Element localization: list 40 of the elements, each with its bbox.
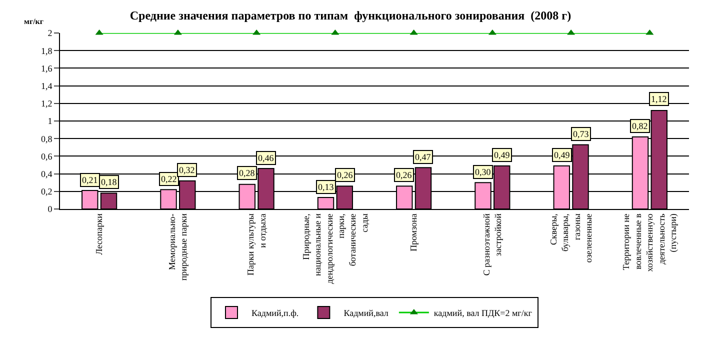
legend-label: Кадмий,вал — [344, 308, 389, 318]
data-label: 0,49 — [494, 150, 510, 160]
x-tick-label: Лесопарки — [94, 213, 104, 255]
data-label: 0,13 — [318, 182, 334, 192]
y-tick-label: 0,2 — [40, 186, 52, 197]
x-tick-label: Скверы, бульвары, газоны озелененные — [548, 214, 594, 263]
data-label: 0,82 — [632, 121, 648, 131]
x-tick-label: Природные, национальные и дендрологические парки, ботанические сады — [300, 213, 370, 284]
data-label: 0,49 — [554, 150, 570, 160]
data-label: 0,73 — [573, 129, 590, 139]
data-label: 1,12 — [651, 94, 667, 104]
chart-title: Средние значения параметров по типам функционального зонирования (2008 г) — [130, 8, 572, 22]
data-label: 0,47 — [415, 152, 432, 162]
y-tick-label: 2 — [48, 28, 52, 38]
y-tick-label: 1,8 — [40, 46, 53, 56]
data-label: 0,26 — [396, 170, 412, 180]
y-tick-label: 1,4 — [40, 80, 53, 91]
legend-label: Кадмий,п.ф. — [252, 308, 299, 318]
y-tick-label: 0,4 — [40, 168, 53, 179]
y-tick-label: 0,8 — [40, 134, 53, 144]
legend-label: кадмий, вал ПДК=2 мг/кг — [434, 308, 532, 318]
data-label: 0,26 — [337, 170, 354, 180]
data-label: 0,30 — [475, 167, 492, 177]
data-label: 0,18 — [101, 177, 118, 187]
y-tick-label: 1 — [48, 116, 52, 126]
y-axis-title: мг/кг — [24, 17, 44, 26]
data-label: 0,21 — [82, 175, 98, 185]
x-tick-label: С разноэтажной застройкой — [482, 213, 504, 276]
x-tick-label: Промзона — [408, 214, 419, 252]
data-label: 0,32 — [179, 165, 195, 175]
y-tick-label: 1,2 — [40, 98, 52, 109]
data-label: 0,22 — [161, 174, 177, 184]
y-tick-label: 0,6 — [40, 151, 53, 162]
y-tick-label: 1,6 — [40, 63, 53, 74]
x-tick-label: Парки культуры и отдыха — [246, 214, 268, 276]
x-tick-label: Территории не вовлеченные в хозяйственную деятельность (пустыри) — [621, 213, 678, 272]
data-label: 0,28 — [239, 168, 256, 178]
y-tick-label: 0 — [48, 204, 53, 214]
x-tick-label: Мемориально-природные парки — [167, 213, 189, 281]
data-label: 0,46 — [258, 153, 274, 163]
